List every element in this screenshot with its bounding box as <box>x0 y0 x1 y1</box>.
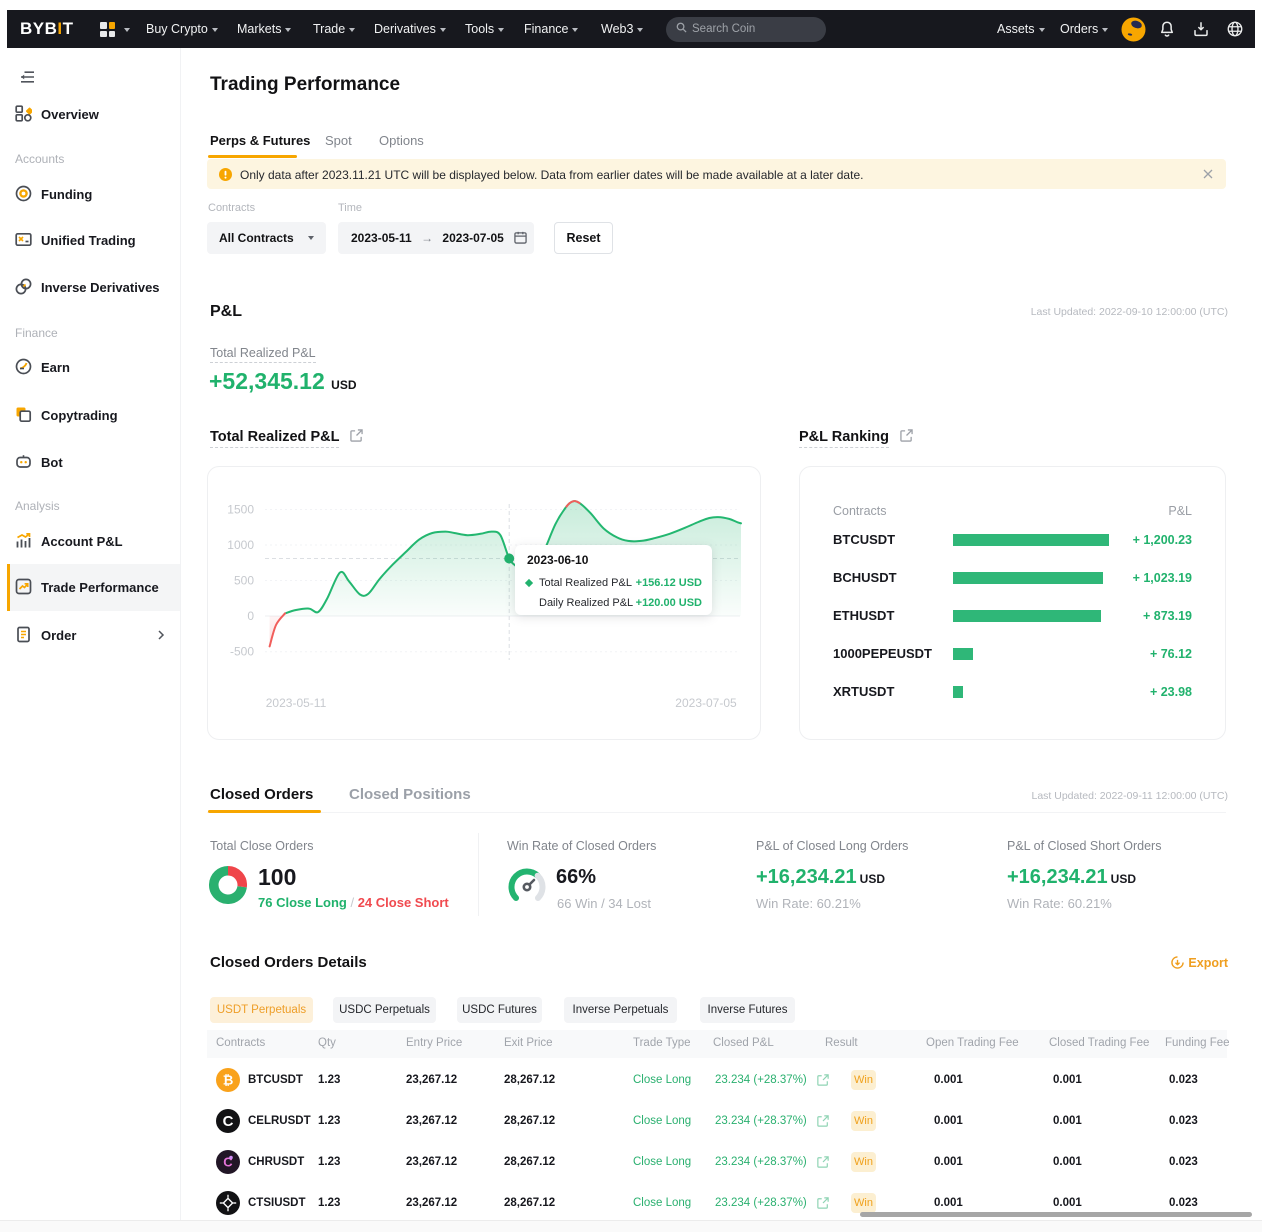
svg-text:1000: 1000 <box>227 538 254 552</box>
svg-text:500: 500 <box>234 574 254 588</box>
svg-text:C: C <box>223 1155 233 1170</box>
svg-text:0: 0 <box>247 609 254 623</box>
svg-text:-500: -500 <box>230 645 254 659</box>
svg-text:₿: ₿ <box>223 1073 234 1088</box>
svg-text:C: C <box>223 1113 234 1130</box>
svg-text:2023-05-11: 2023-05-11 <box>266 696 327 710</box>
svg-text:2023-07-05: 2023-07-05 <box>675 696 737 710</box>
svg-text:1500: 1500 <box>227 503 254 517</box>
